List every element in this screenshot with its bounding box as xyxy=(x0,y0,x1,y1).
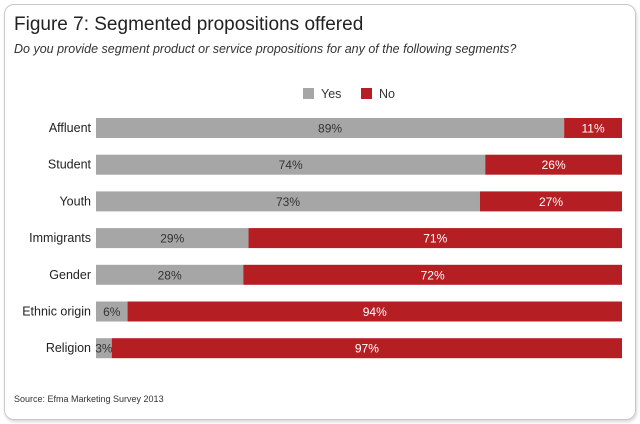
bar-yes-youth xyxy=(96,191,480,212)
data-label-yes-youth: 73% xyxy=(276,195,300,209)
bar-yes-student xyxy=(96,154,486,175)
data-label-no-affluent: 11% xyxy=(581,122,604,136)
data-label-yes-immigrants: 29% xyxy=(160,232,184,246)
bar-yes-religion xyxy=(96,338,112,359)
bar-yes-immigrants xyxy=(96,228,249,249)
data-label-yes-student: 74% xyxy=(279,158,303,172)
bar-yes-ethnic-origin xyxy=(96,301,128,322)
figure-subtitle: Do you provide segment product or servic… xyxy=(14,42,517,56)
data-label-no-immigrants: 71% xyxy=(423,232,447,246)
data-label-yes-gender: 28% xyxy=(158,268,182,282)
source-note: Source: Efma Marketing Survey 2013 xyxy=(14,394,164,404)
bar-no-gender xyxy=(243,264,622,285)
category-label-affluent: Affluent xyxy=(49,121,92,135)
data-label-no-youth: 27% xyxy=(539,195,563,209)
category-label-student: Student xyxy=(48,158,92,172)
legend-label-no: No xyxy=(379,87,395,101)
bar-no-religion xyxy=(111,338,622,359)
bar-no-student xyxy=(485,154,622,175)
bar-no-affluent xyxy=(564,118,622,138)
category-label-religion: Religion xyxy=(46,341,91,355)
data-label-no-ethnic-origin: 94% xyxy=(363,305,387,319)
category-label-immigrants: Immigrants xyxy=(29,231,91,245)
bar-no-immigrants xyxy=(248,228,623,249)
data-label-yes-affluent: 89% xyxy=(318,122,342,136)
bar-yes-gender xyxy=(96,264,244,285)
figure-title: Figure 7: Segmented propositions offered xyxy=(14,14,364,35)
legend-swatch-no xyxy=(361,88,372,99)
data-label-no-student: 26% xyxy=(542,158,566,172)
data-label-yes-ethnic-origin: 6% xyxy=(103,305,121,319)
data-label-no-religion: 97% xyxy=(355,342,379,356)
category-label-youth: Youth xyxy=(59,194,91,208)
bar-yes-affluent xyxy=(96,118,565,138)
data-label-yes-religion: 3% xyxy=(95,342,113,356)
legend-label-yes: Yes xyxy=(321,87,341,101)
bar-no-ethnic-origin xyxy=(127,301,622,322)
bar-no-youth xyxy=(479,191,622,212)
legend-swatch-yes xyxy=(303,88,314,99)
data-label-no-gender: 72% xyxy=(421,268,445,282)
category-label-gender: Gender xyxy=(49,268,91,282)
category-label-ethnic-origin: Ethnic origin xyxy=(22,305,91,319)
